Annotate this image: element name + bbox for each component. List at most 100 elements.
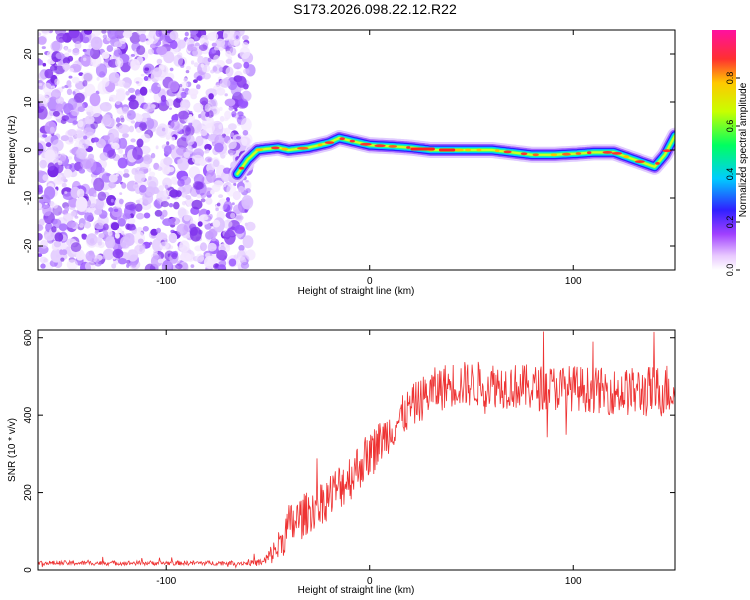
signal-peak [349, 139, 355, 143]
noise-blob [125, 259, 131, 264]
noise-blob [53, 63, 58, 69]
noise-blob [199, 256, 205, 261]
noise-blob [168, 232, 178, 244]
noise-blob [169, 107, 172, 110]
noise-blob [105, 235, 116, 249]
x-tick-label: 100 [565, 576, 582, 587]
noise-blob [140, 73, 145, 77]
noise-blob [81, 233, 86, 238]
noise-blob [207, 110, 214, 118]
noise-blob [79, 223, 84, 228]
noise-blob [44, 149, 56, 161]
noise-blob [102, 248, 115, 261]
noise-blob [68, 30, 80, 39]
noise-blob [117, 227, 123, 234]
noise-blob [74, 41, 82, 50]
noise-blob [239, 46, 251, 60]
noise-blob [163, 156, 173, 166]
noise-blob [90, 102, 102, 118]
noise-blob [230, 132, 235, 138]
noise-blob [185, 70, 190, 74]
noise-blob [44, 186, 56, 200]
spectrogram-ylabel: Frequency (Hz) [7, 116, 18, 185]
noise-blob [97, 191, 107, 201]
noise-blob [177, 178, 185, 187]
noise-blob [38, 82, 43, 86]
noise-blob [188, 122, 193, 126]
noise-blob [107, 149, 117, 159]
noise-blob [200, 63, 204, 68]
noise-blob [38, 233, 43, 241]
noise-blob [171, 179, 179, 185]
noise-blob [228, 106, 234, 111]
noise-blob [190, 43, 195, 47]
noise-blob [224, 98, 236, 107]
noise-blob [75, 148, 88, 160]
noise-blob [115, 100, 121, 106]
noise-blob [144, 67, 150, 71]
noise-blob [223, 184, 227, 187]
noise-blob [56, 32, 67, 43]
colorbar-tick-label: 0.2 [725, 216, 735, 229]
noise-blob [93, 237, 103, 243]
noise-blob [74, 215, 79, 219]
noise-blob [155, 145, 159, 150]
noise-blob [108, 72, 120, 84]
noise-blob [139, 86, 148, 96]
noise-blob [192, 181, 204, 190]
noise-blob [226, 197, 230, 202]
snr-series-line [38, 331, 675, 569]
noise-blob [54, 232, 64, 243]
noise-blob [142, 117, 148, 123]
noise-blob [108, 180, 117, 189]
noise-blob [176, 158, 183, 164]
noise-blob [212, 219, 221, 228]
noise-blob [61, 86, 65, 89]
noise-blob [107, 230, 113, 237]
noise-blob [53, 241, 62, 248]
noise-blob [92, 137, 99, 143]
noise-blob [161, 259, 174, 270]
signal-peak [634, 160, 645, 164]
noise-blob [143, 76, 149, 81]
noise-blob [139, 243, 146, 250]
noise-blob [135, 81, 140, 84]
noise-blob [64, 191, 68, 194]
noise-blob [115, 90, 126, 102]
signal-peak [520, 152, 528, 156]
y-tick-label: 400 [23, 406, 34, 423]
noise-blob [38, 218, 45, 226]
noise-blob [38, 142, 44, 156]
noise-blob [180, 252, 192, 262]
noise-blob [102, 114, 112, 126]
noise-blob [62, 62, 71, 71]
noise-blob [154, 209, 163, 217]
signal-peak [339, 137, 346, 141]
noise-blob [190, 264, 195, 268]
noise-blob [68, 84, 72, 88]
signal-peak [255, 148, 264, 152]
noise-blob [156, 227, 161, 234]
noise-blob [150, 255, 163, 268]
noise-blob [202, 215, 209, 221]
noise-blob [191, 199, 203, 210]
noise-blob [55, 103, 64, 112]
noise-blob [42, 62, 47, 67]
snr-ticks: -100 0 100 0 200 400 600 [23, 329, 675, 587]
noise-blob [206, 209, 211, 215]
noise-blob [186, 134, 195, 146]
noise-blob [74, 92, 85, 104]
noise-blob [101, 30, 107, 34]
noise-blob [185, 195, 192, 200]
noise-blob [94, 209, 103, 215]
noise-blob [96, 76, 100, 81]
noise-blob [82, 127, 95, 136]
signal-peak [662, 149, 672, 153]
noise-blob [159, 241, 170, 250]
noise-blob [179, 240, 190, 253]
signal-peak [465, 148, 472, 152]
noise-blob [155, 30, 162, 37]
noise-blob [215, 38, 226, 48]
noise-blob [122, 213, 132, 220]
noise-blob [208, 228, 218, 238]
